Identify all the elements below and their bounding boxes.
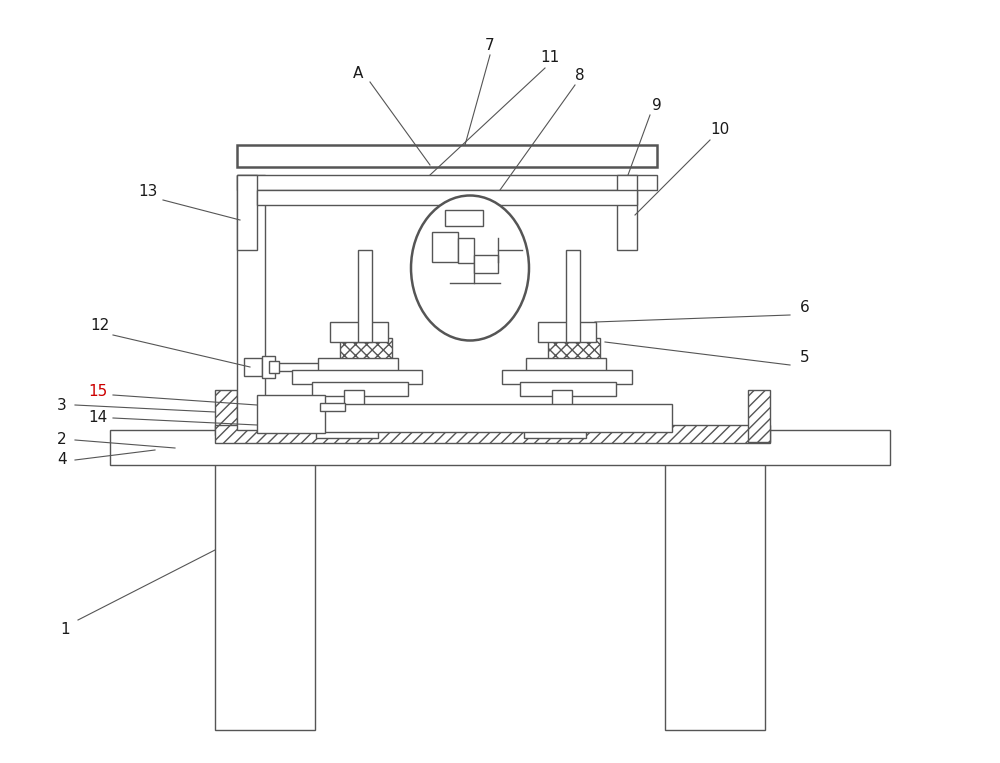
Ellipse shape — [411, 195, 529, 340]
Bar — [269, 361, 279, 373]
Bar — [312, 382, 408, 396]
Bar — [257, 363, 372, 371]
Bar — [458, 238, 474, 263]
Bar — [237, 175, 657, 190]
Bar — [237, 175, 265, 430]
Bar — [318, 358, 398, 372]
Bar — [330, 322, 388, 342]
Text: 5: 5 — [800, 350, 810, 365]
Bar — [257, 190, 637, 205]
Bar — [432, 232, 458, 262]
Text: 14: 14 — [88, 410, 108, 426]
Bar — [358, 250, 372, 342]
Bar — [320, 403, 345, 411]
Bar — [215, 460, 315, 730]
Text: 2: 2 — [57, 433, 67, 448]
Bar — [237, 145, 657, 167]
Bar — [524, 428, 586, 438]
Text: 10: 10 — [710, 123, 730, 137]
Bar — [257, 395, 325, 433]
Text: 11: 11 — [540, 50, 560, 66]
Bar — [215, 390, 237, 435]
Bar — [502, 370, 632, 384]
Bar — [548, 338, 600, 368]
Text: 3: 3 — [57, 398, 67, 413]
Text: 12: 12 — [90, 317, 110, 333]
Text: 4: 4 — [57, 452, 67, 468]
Bar — [445, 210, 483, 226]
Bar — [292, 370, 422, 384]
Bar — [617, 175, 637, 250]
Bar — [110, 430, 890, 465]
Bar — [292, 404, 672, 432]
Text: 15: 15 — [88, 385, 108, 400]
Text: 13: 13 — [138, 185, 158, 199]
Bar — [748, 390, 770, 442]
Bar — [474, 255, 498, 273]
Bar — [520, 382, 616, 396]
Text: 9: 9 — [652, 98, 662, 112]
Bar — [316, 428, 378, 438]
Bar — [237, 175, 257, 250]
Bar — [262, 356, 275, 378]
Bar — [552, 390, 572, 432]
Bar — [215, 425, 770, 443]
Bar — [566, 250, 580, 342]
Text: 1: 1 — [60, 623, 70, 638]
Bar — [526, 358, 606, 372]
Bar — [244, 358, 262, 376]
Bar — [344, 390, 364, 432]
Bar — [340, 338, 392, 368]
Bar — [538, 322, 596, 342]
Text: 6: 6 — [800, 301, 810, 315]
Text: 8: 8 — [575, 67, 585, 82]
Text: 7: 7 — [485, 37, 495, 53]
Bar — [665, 460, 765, 730]
Text: A: A — [353, 66, 363, 81]
